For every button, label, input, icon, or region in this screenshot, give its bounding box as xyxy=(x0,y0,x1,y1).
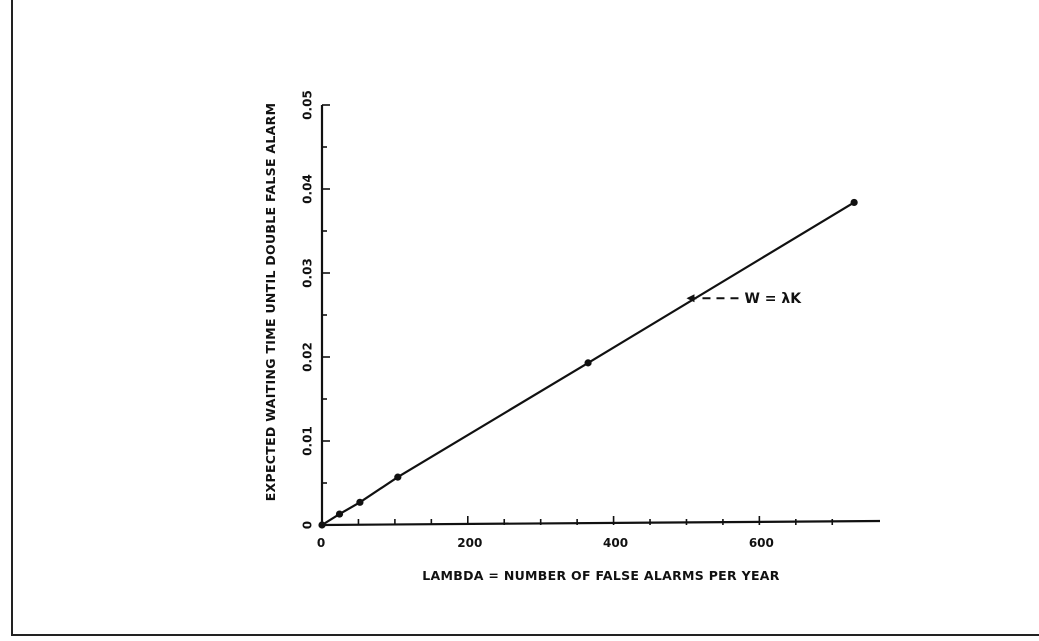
data-point xyxy=(584,359,592,367)
x-tick-label: 0 xyxy=(317,536,325,550)
data-point xyxy=(335,510,344,518)
axes xyxy=(320,105,881,527)
line-chart: 0 200 400 600 0 0.01 0.02 0.03 0.04 0.05 W = λK L… xyxy=(263,90,881,583)
x-tick-label: 200 xyxy=(457,536,482,550)
data-point xyxy=(356,498,364,506)
y-axis-label: EXPECTED WAITING TIME UNTIL DOUBLE FALSE… xyxy=(263,103,278,502)
data-point xyxy=(394,473,402,481)
data-point xyxy=(850,198,858,207)
x-axis-label: LAMBDA = NUMBER OF FALSE ALARMS PER YEAR xyxy=(422,568,779,583)
annotation-text: W = λK xyxy=(744,291,802,307)
ticks: 0 200 400 600 0 0.01 0.02 0.03 0.04 0.05 xyxy=(301,90,834,550)
y-tick-label: 0.05 xyxy=(301,90,315,120)
series-layer xyxy=(318,198,858,529)
x-tick-label: 600 xyxy=(749,536,774,550)
annotation-arrowhead xyxy=(686,294,695,303)
y-tick-label: 0.03 xyxy=(301,258,315,288)
y-tick-label: 0.04 xyxy=(301,174,315,204)
y-tick-label: 0 xyxy=(301,521,315,529)
x-axis-line xyxy=(321,519,881,527)
data-point xyxy=(318,521,326,529)
x-tick-label: 400 xyxy=(603,536,628,550)
y-tick-label: 0.02 xyxy=(301,342,315,372)
annotation-layer: W = λK xyxy=(686,291,802,307)
y-tick-label: 0.01 xyxy=(301,426,315,456)
